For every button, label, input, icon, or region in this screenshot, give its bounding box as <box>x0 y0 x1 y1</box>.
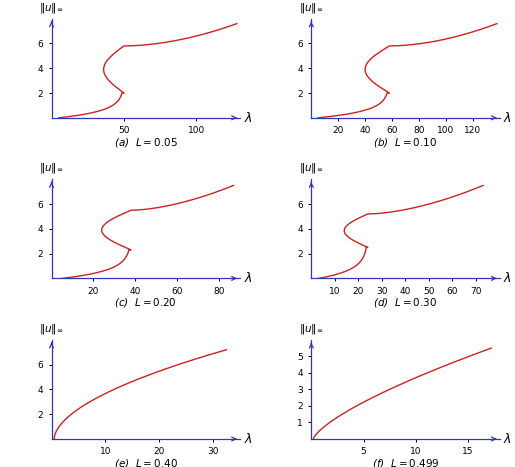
Text: $\|u\|_\infty$: $\|u\|_\infty$ <box>299 161 323 175</box>
Text: $\|u\|_\infty$: $\|u\|_\infty$ <box>39 322 64 336</box>
Text: $\lambda$: $\lambda$ <box>503 271 512 285</box>
Text: $\lambda$: $\lambda$ <box>503 432 512 446</box>
Text: (b)  $L = 0.10$: (b) $L = 0.10$ <box>373 135 438 149</box>
Text: $\|u\|_\infty$: $\|u\|_\infty$ <box>39 161 64 175</box>
Text: $\|u\|_\infty$: $\|u\|_\infty$ <box>299 322 323 336</box>
Text: (a)  $L = 0.05$: (a) $L = 0.05$ <box>114 135 178 149</box>
Text: (c)  $L = 0.20$: (c) $L = 0.20$ <box>114 296 177 309</box>
Text: $\lambda$: $\lambda$ <box>244 111 252 125</box>
Text: (e)  $L = 0.40$: (e) $L = 0.40$ <box>114 457 178 467</box>
Text: (d)  $L = 0.30$: (d) $L = 0.30$ <box>373 296 438 309</box>
Text: $\|u\|_\infty$: $\|u\|_\infty$ <box>39 1 64 15</box>
Text: (f)  $L = 0.499$: (f) $L = 0.499$ <box>371 457 439 467</box>
Text: $\|u\|_\infty$: $\|u\|_\infty$ <box>299 1 323 15</box>
Text: $\lambda$: $\lambda$ <box>244 432 252 446</box>
Text: $\lambda$: $\lambda$ <box>503 111 512 125</box>
Text: $\lambda$: $\lambda$ <box>244 271 252 285</box>
